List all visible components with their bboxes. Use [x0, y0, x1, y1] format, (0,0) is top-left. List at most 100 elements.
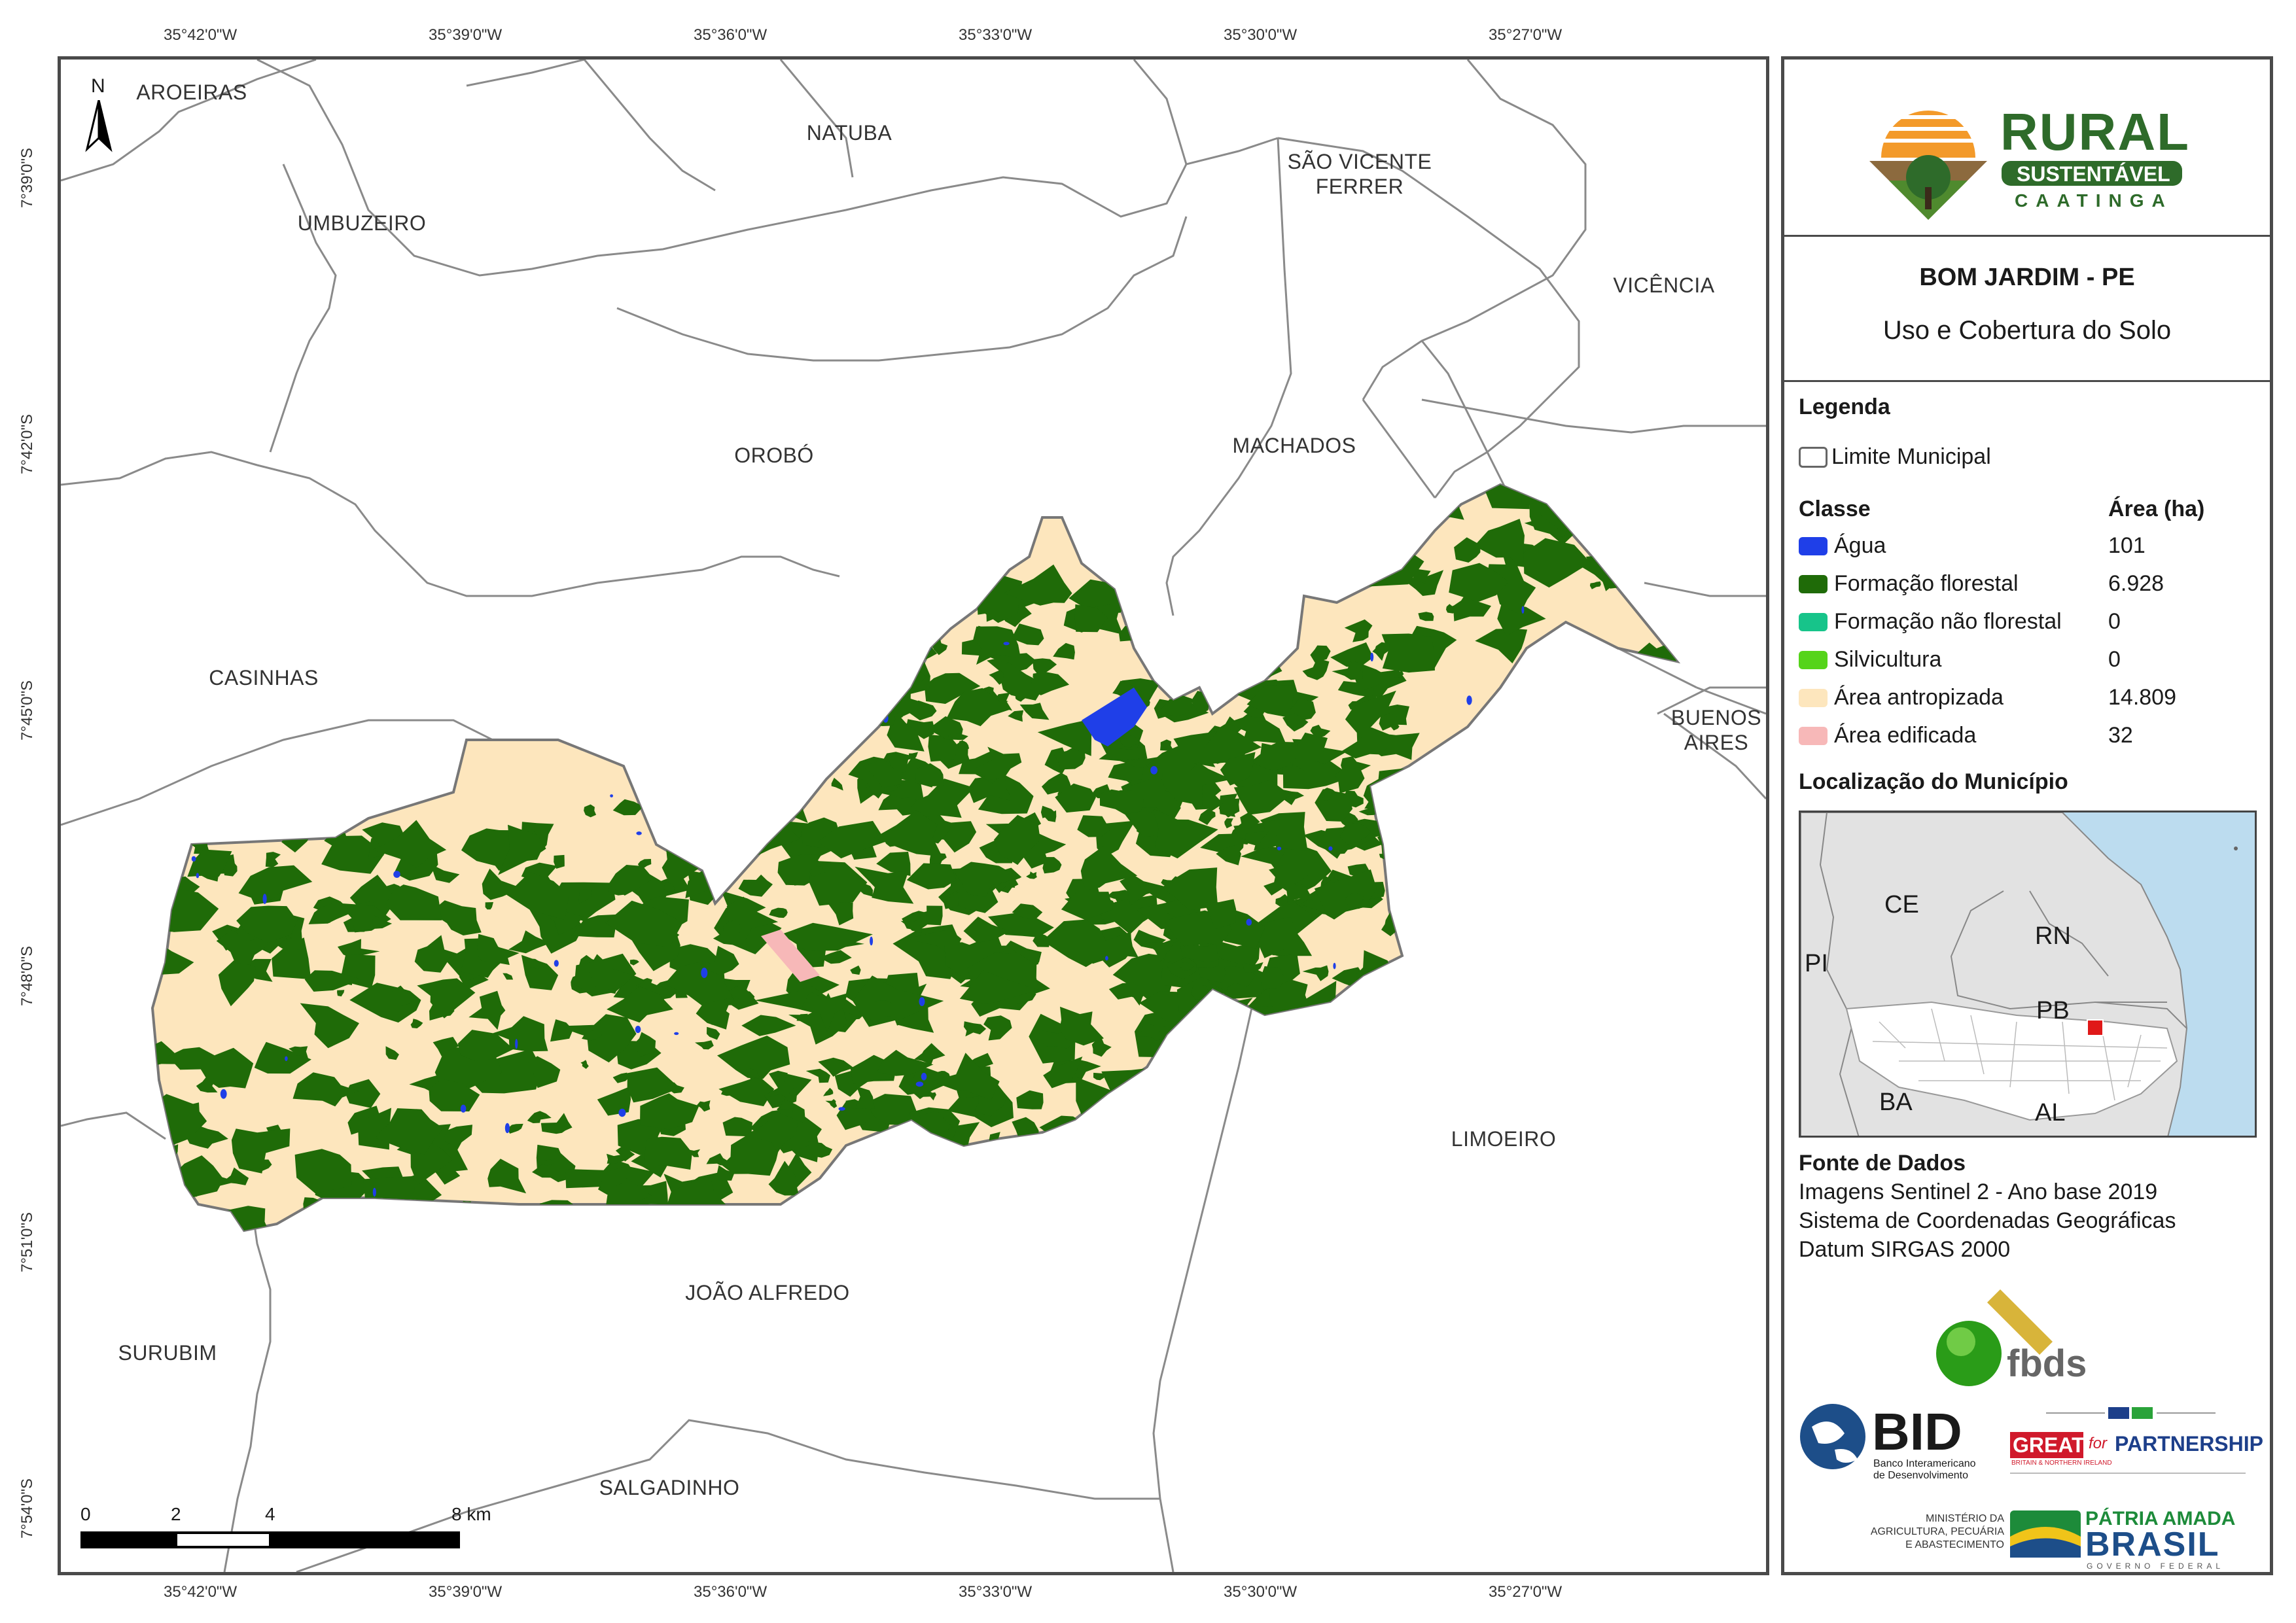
map-title: BOM JARDIM - PE — [1919, 264, 2135, 291]
forest-patch — [946, 688, 1012, 727]
lon-label-bottom-6: 35°27'0"W — [1489, 1583, 1563, 1601]
forest-patch — [540, 1113, 573, 1134]
rural-sustentavel-logo: RURAL SUSTENTÁVEL CAATINGA — [1863, 96, 2223, 226]
forest-patch — [968, 776, 1013, 803]
forest-patch — [1080, 845, 1138, 890]
great-red-box — [2010, 1432, 2083, 1458]
forest-patch — [349, 875, 406, 928]
forest-patch — [722, 1131, 781, 1176]
forest-patch — [707, 836, 735, 858]
source-line-2: Sistema de Coordenadas Geográficas — [1799, 1208, 2176, 1233]
forest-patch — [924, 672, 981, 704]
lat-label-2: 7°42'0"S — [18, 413, 37, 475]
forest-patch — [663, 882, 675, 892]
water-patch — [1359, 1108, 1366, 1112]
forest-patch — [1643, 485, 1658, 489]
forest-patch — [1120, 875, 1169, 906]
forest-patch — [1186, 779, 1224, 812]
label-limoeiro: LIMOEIRO — [1451, 1127, 1557, 1151]
forest-patch — [1037, 720, 1092, 756]
forest-patch — [1384, 964, 1430, 994]
water-patch — [921, 1072, 927, 1081]
forest-patch — [1475, 628, 1528, 664]
forest-patch — [1213, 659, 1235, 675]
lon-label-top-5: 35°30'0"W — [1224, 26, 1298, 44]
forest-patch — [1286, 882, 1314, 903]
forest-patch — [1099, 1140, 1127, 1161]
forest-patch — [1198, 809, 1216, 826]
forest-patch — [717, 1036, 790, 1079]
forest-patch — [1101, 1068, 1151, 1101]
water-patch — [701, 968, 708, 979]
separator-2 — [1784, 380, 2270, 382]
forest-patch — [508, 1016, 548, 1052]
ministerio-line-3: E ABASTECIMENTO — [1905, 1539, 2004, 1550]
forest-patch — [321, 835, 385, 874]
location-inset-svg — [1801, 812, 2238, 1136]
forest-patch — [1219, 794, 1238, 817]
label-salgadinho: SALGADINHO — [599, 1476, 740, 1499]
water-patch — [919, 997, 925, 1006]
forest-patch — [1093, 1072, 1104, 1081]
forest-patch — [1302, 965, 1329, 981]
forest-patch — [637, 859, 652, 868]
forest-patch — [420, 1203, 445, 1219]
forest-patch — [994, 814, 1040, 865]
forest-patch — [1338, 1019, 1351, 1030]
label-vicencia: VICÊNCIA — [1613, 273, 1715, 297]
lat-label-5: 7°51'0"S — [18, 1212, 37, 1273]
forest-patch — [459, 1200, 506, 1230]
forest-patch — [900, 917, 923, 933]
forest-patch — [718, 1076, 775, 1107]
swatch-agua — [1799, 537, 1828, 555]
forest-patch — [187, 849, 232, 877]
forest-patch — [906, 778, 974, 818]
forest-patch — [1245, 831, 1269, 846]
forest-patch — [744, 778, 778, 804]
legend-area-formacao-nao-florestal: 0 — [2108, 609, 2121, 634]
water-patch — [1521, 606, 1525, 614]
patria-amada-text: PÁTRIA AMADA — [2085, 1508, 2236, 1529]
water-patch — [618, 1108, 626, 1117]
source-line-1: Imagens Sentinel 2 - Ano base 2019 — [1799, 1179, 2158, 1204]
forest-patch — [468, 990, 506, 1030]
forest-patch — [1051, 1127, 1120, 1157]
forest-patch — [914, 1043, 945, 1065]
label-surubim: SURUBIM — [118, 1341, 217, 1365]
water-patch — [1003, 642, 1010, 646]
forest-patch — [219, 1206, 270, 1230]
lon-label-top-2: 35°39'0"W — [429, 26, 503, 44]
water-patch — [915, 1081, 924, 1087]
forest-patch — [823, 1087, 834, 1096]
water-patch — [925, 642, 932, 652]
forest-patch — [292, 1072, 359, 1107]
forest-patch — [954, 862, 1020, 897]
info-panel: RURAL SUSTENTÁVEL CAATINGA BOM JARDIM - … — [1781, 56, 2273, 1575]
forest-patch — [1339, 822, 1371, 845]
forest-patch — [1077, 815, 1110, 837]
water-patch — [1150, 766, 1157, 775]
state-label-rn: RN — [2035, 922, 2071, 950]
forest-patch — [1061, 892, 1113, 920]
lon-label-bottom-4: 35°33'0"W — [959, 1583, 1033, 1601]
state-label-ba: BA — [1879, 1089, 1913, 1116]
forest-patch — [819, 950, 852, 964]
forest-patch — [550, 1019, 573, 1042]
water-patch — [1511, 862, 1515, 872]
forest-patch — [216, 929, 274, 965]
location-inset-map: CE RN PI PB BA AL — [1799, 811, 2257, 1138]
bid-text: BID — [1872, 1403, 1962, 1461]
forest-patch — [713, 918, 748, 945]
water-patch — [1246, 918, 1252, 926]
forest-patch — [915, 763, 944, 786]
forest-patch — [1162, 867, 1218, 911]
forest-patch — [1497, 603, 1546, 636]
forest-patch — [872, 593, 949, 635]
forest-patch — [1030, 671, 1070, 695]
forest-patch — [707, 1026, 720, 1040]
forest-patch — [1197, 965, 1226, 983]
forest-patch — [607, 986, 673, 1023]
water-patch — [635, 1026, 641, 1034]
forest-patch — [1372, 642, 1390, 661]
forest-patch — [1377, 817, 1436, 865]
